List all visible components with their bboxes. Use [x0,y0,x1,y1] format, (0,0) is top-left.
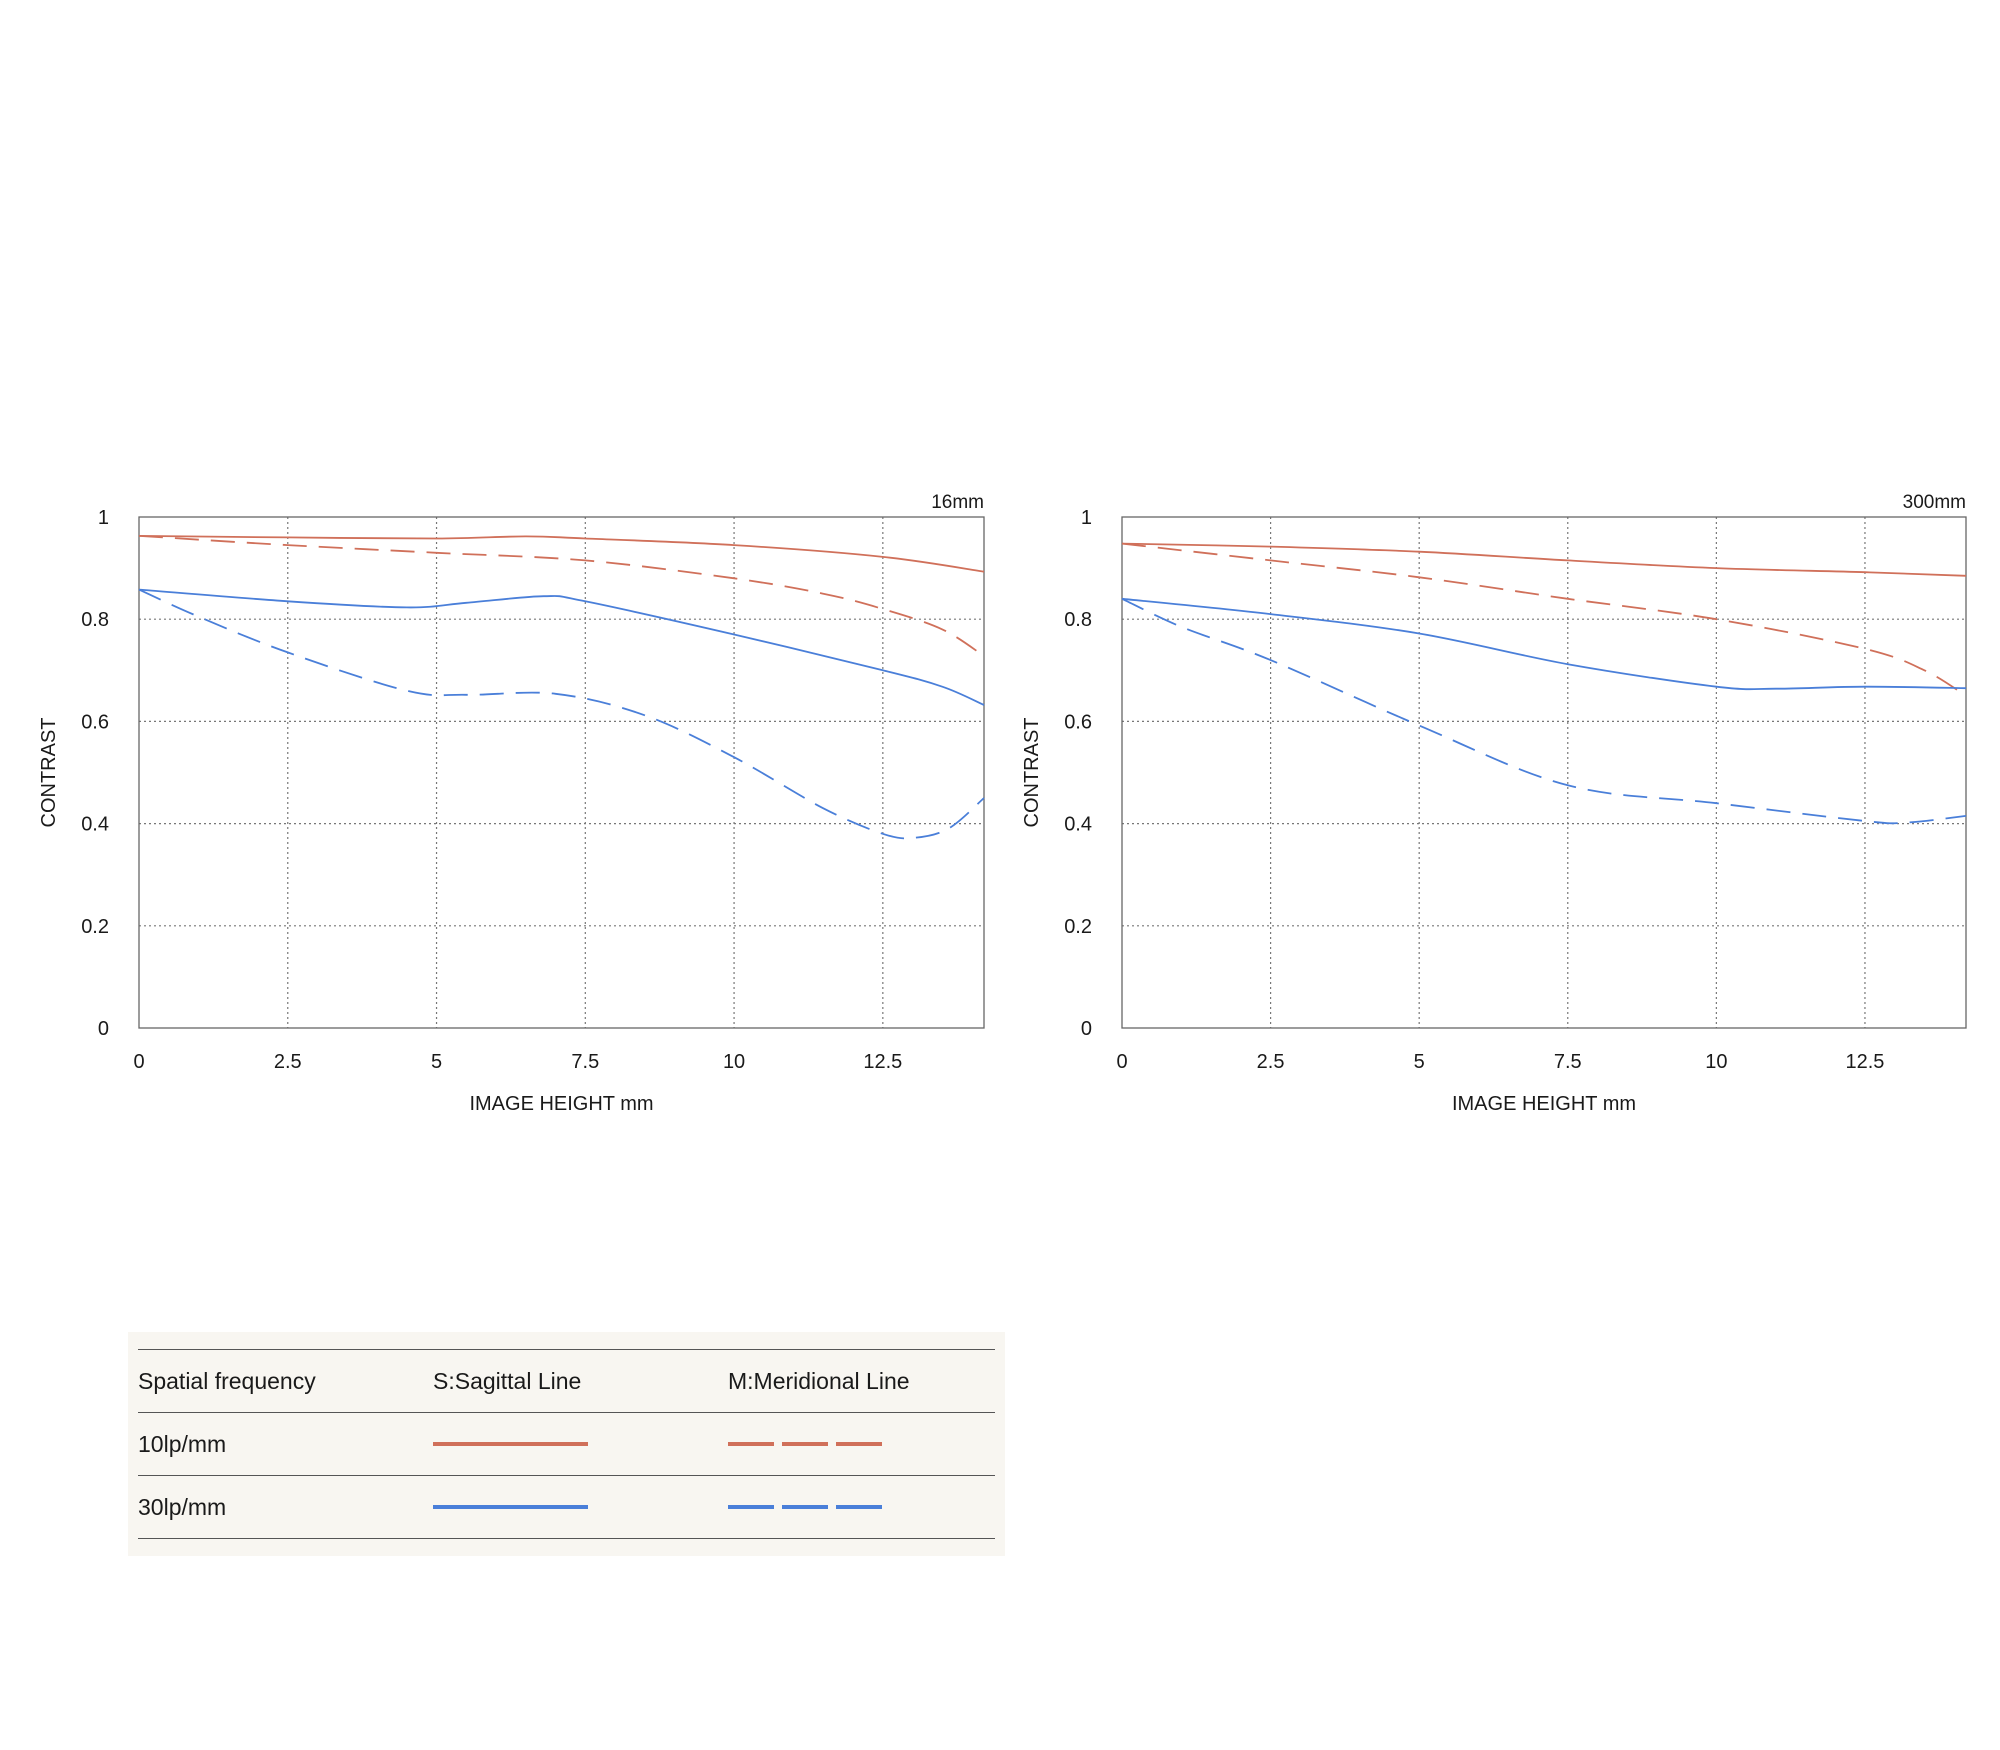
legend-row-30lp: 30lp/mm [138,1475,995,1539]
series-30lp-mm-s [138,588,985,706]
legend-sample-30lp-sagittal [433,1505,588,1509]
x-axis-label: IMAGE HEIGHT mm [1452,1093,1636,1115]
series-30lp-mm-m [1121,597,1967,825]
legend-sample-10lp-meridional [728,1442,883,1446]
y-tick-label: 1 [1081,507,1092,529]
x-tick-label: 2.5 [274,1051,302,1073]
chart-title: 16mm [931,492,984,513]
series-10lp-mm-s [138,535,985,573]
x-tick-label: 2.5 [1257,1051,1285,1073]
legend-sample-10lp-sagittal [433,1442,588,1446]
legend-table: Spatial frequency S:Sagittal Line M:Meri… [138,1349,995,1539]
legend-row-10lp: 10lp/mm [138,1412,995,1475]
plot-frame [1121,516,1967,1029]
y-tick-label: 0.6 [1064,711,1092,733]
x-tick-label: 7.5 [1554,1051,1582,1073]
plot-frame [138,516,985,1029]
legend-header-row: Spatial frequency S:Sagittal Line M:Meri… [138,1349,995,1412]
x-axis-label: IMAGE HEIGHT mm [469,1093,653,1115]
chart-title: 300mm [1903,492,1966,513]
legend-panel: Spatial frequency S:Sagittal Line M:Meri… [128,1332,1005,1556]
y-tick-label: 0.2 [1064,916,1092,938]
x-tick-label: 0 [133,1051,144,1073]
legend-header-frequency: Spatial frequency [138,1368,316,1394]
y-tick-label: 0.6 [81,711,109,733]
series-10lp-mm-m [138,535,985,657]
y-axis-label: CONTRAST [38,718,60,828]
y-tick-label: 0.8 [81,609,109,631]
y-tick-label: 0.8 [1064,609,1092,631]
x-tick-label: 12.5 [1845,1051,1884,1073]
x-tick-label: 5 [431,1051,442,1073]
x-tick-label: 10 [723,1051,745,1073]
legend-header-sagittal: S:Sagittal Line [433,1368,582,1394]
series-30lp-mm-m [138,588,985,840]
x-tick-label: 5 [1414,1051,1425,1073]
x-tick-label: 10 [1705,1051,1727,1073]
legend-header-meridional: M:Meridional Line [728,1368,910,1394]
y-tick-label: 0.4 [1064,814,1092,836]
y-tick-label: 0.4 [81,814,109,836]
legend-label-30lp: 30lp/mm [138,1494,227,1520]
series-10lp-mm-m [1121,542,1967,697]
y-tick-label: 1 [98,507,109,529]
legend-sample-30lp-meridional [728,1505,883,1509]
x-tick-label: 7.5 [571,1051,599,1073]
x-tick-label: 0 [1116,1051,1127,1073]
y-tick-label: 0 [1081,1018,1092,1040]
x-tick-label: 12.5 [863,1051,902,1073]
legend-label-10lp: 10lp/mm [138,1431,227,1457]
y-axis-label: CONTRAST [1021,718,1043,828]
y-tick-label: 0.2 [81,916,109,938]
series-30lp-mm-s [1121,597,1967,691]
y-tick-label: 0 [98,1018,109,1040]
series-10lp-mm-s [1121,542,1967,577]
